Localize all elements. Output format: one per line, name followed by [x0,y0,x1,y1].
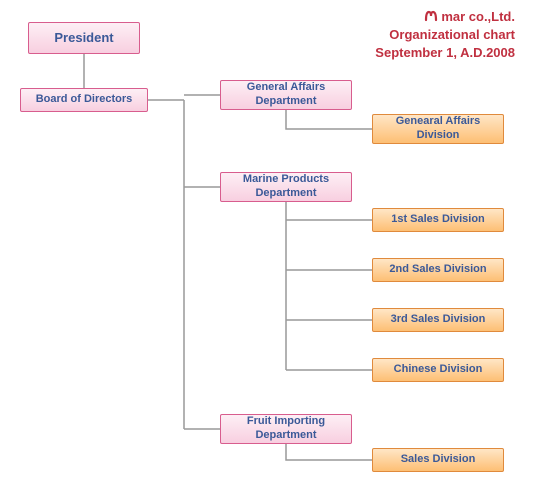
chart-date: September 1, A.D.2008 [375,44,515,62]
company-logo-line: mar co.,Ltd. [375,8,515,26]
node-ga_div: Genearal Affairs Division [372,114,504,144]
company-name: mar co.,Ltd. [441,9,515,24]
node-sales1: 1st Sales Division [372,208,504,232]
node-fruit: Fruit Importing Department [220,414,352,444]
chart-header: mar co.,Ltd. Organizational chart Septem… [375,8,515,63]
node-sales3: 3rd Sales Division [372,308,504,332]
node-board: Board of Directors [20,88,148,112]
node-president: President [28,22,140,54]
node-fruit_sales: Sales Division [372,448,504,472]
chart-title: Organizational chart [375,26,515,44]
node-gen_affairs: General Affairs Department [220,80,352,110]
node-marine: Marine Products Department [220,172,352,202]
node-sales2: 2nd Sales Division [372,258,504,282]
logo-icon [423,8,439,24]
node-chinese: Chinese Division [372,358,504,382]
